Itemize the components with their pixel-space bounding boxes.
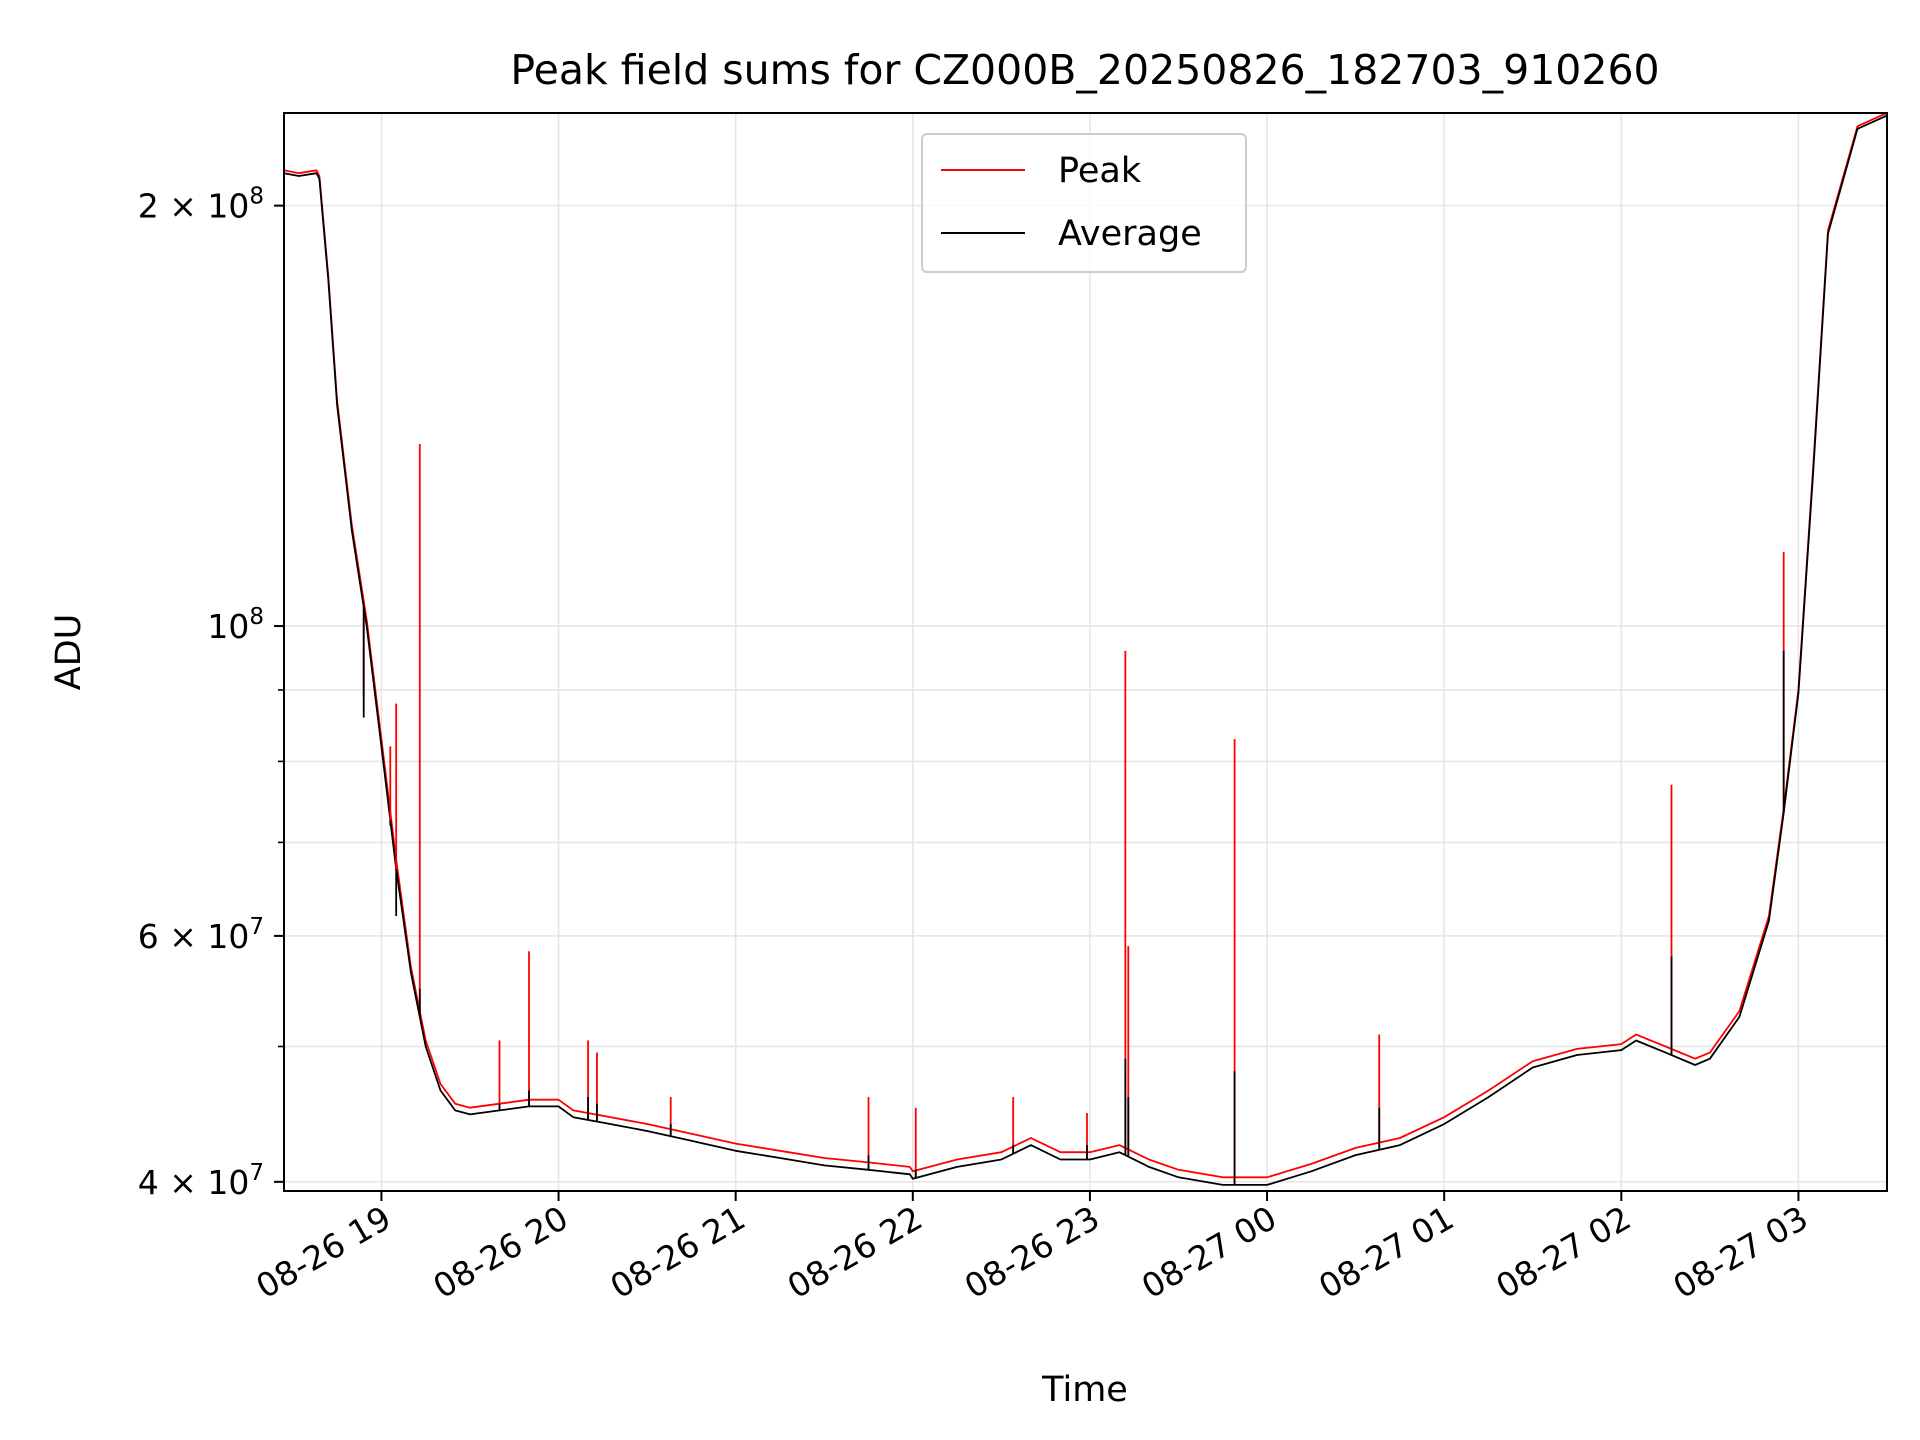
y-tick-exponent-0: 7	[249, 1160, 264, 1186]
y-tick-base-2: 10	[207, 607, 249, 646]
x-axis-label: Time	[1041, 1370, 1128, 1410]
y-tick-label-3: 2 × 108	[138, 184, 264, 226]
plot-series	[283, 112, 1888, 1186]
y-tick-label-2: 108	[207, 604, 264, 646]
y-axis-label: ADU	[49, 614, 89, 691]
y-tick-label-1: 6 × 107	[138, 914, 264, 956]
y-tick-base-1: 6 × 10	[138, 917, 250, 956]
legend: Peak Average	[921, 133, 1247, 273]
chart-title: Peak field sums for CZ000B_20250826_1827…	[510, 46, 1659, 94]
y-tick-label-0: 4 × 107	[138, 1160, 264, 1202]
y-tick-exponent-3: 8	[249, 184, 264, 210]
grid	[284, 113, 1887, 1191]
y-tick-base-3: 2 × 10	[138, 187, 250, 226]
series-line-average	[283, 114, 1888, 1186]
plot-frame	[283, 112, 1888, 1192]
legend-label-average: Average	[1058, 214, 1202, 254]
y-tick-exponent-2: 8	[249, 604, 264, 630]
y-tick-exponent-1: 7	[249, 914, 264, 940]
legend-frame	[921, 133, 1247, 273]
series-line-peak	[283, 112, 1888, 1179]
y-tick-base-0: 4 × 10	[138, 1163, 250, 1202]
legend-label-peak: Peak	[1058, 151, 1142, 191]
